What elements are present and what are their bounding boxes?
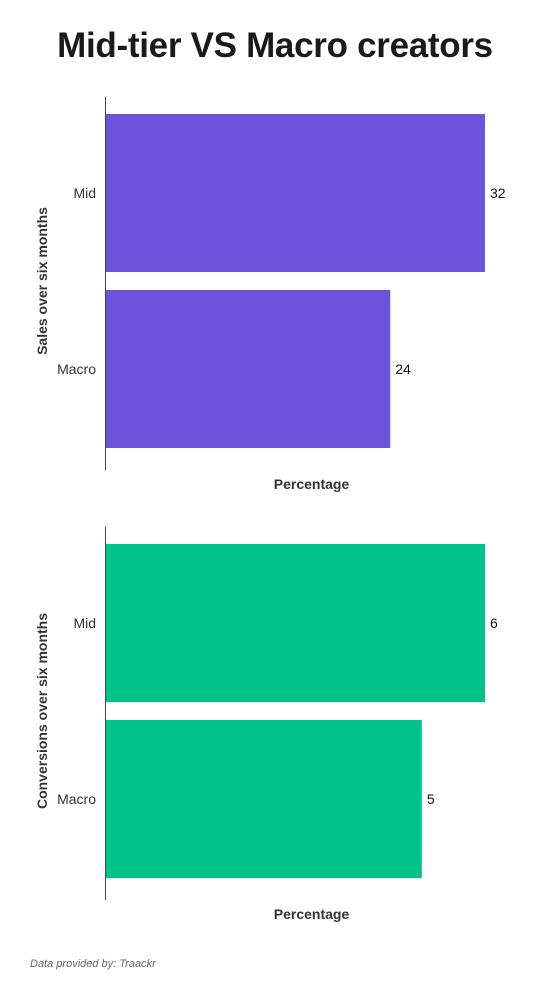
conversions-value-label-macro: 5 — [427, 791, 435, 807]
conversions-tick-label-macro: Macro — [57, 791, 96, 807]
conversions-bar-mid — [106, 544, 485, 702]
conversions-y-axis-title: Conversions over six months — [34, 613, 50, 809]
page-title: Mid-tier VS Macro creators — [57, 26, 493, 65]
sales-y-axis-title: Sales over six months — [34, 207, 50, 355]
conversions-chart: Mid 6 Macro 5 Percentage Conversions over six… — [0, 520, 550, 930]
sales-value-label-mid: 32 — [490, 185, 506, 201]
sales-chart: Mid 32 Macro 24 Percentage Sales over six mon… — [0, 90, 550, 500]
data-source-note: Data provided by: Traackr — [30, 958, 156, 970]
sales-tick-label-mid: Mid — [73, 185, 96, 201]
conversions-chart-svg: Mid 6 Macro 5 Percentage Conversions over six… — [34, 527, 498, 922]
sales-bar-macro — [106, 290, 391, 448]
sales-bar-mid — [106, 114, 485, 272]
conversions-tick-label-mid: Mid — [73, 615, 96, 631]
sales-chart-svg: Mid 32 Macro 24 Percentage Sales over six mon… — [34, 97, 506, 492]
conversions-x-axis-title: Percentage — [274, 906, 350, 922]
conversions-bar-macro — [106, 720, 422, 878]
sales-x-axis-title: Percentage — [274, 476, 350, 492]
sales-value-label-macro: 24 — [395, 361, 411, 377]
sales-tick-label-macro: Macro — [57, 361, 96, 377]
conversions-value-label-mid: 6 — [490, 615, 498, 631]
